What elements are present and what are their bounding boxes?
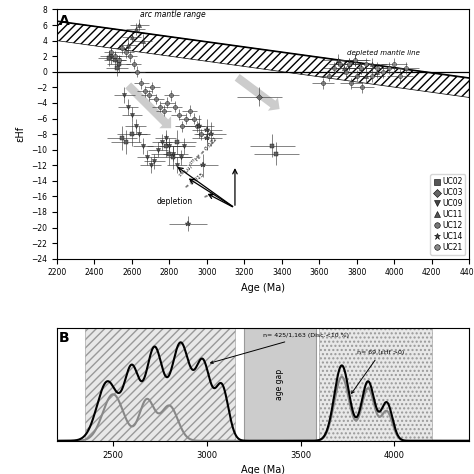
Bar bbox=[85, 328, 235, 441]
Text: n= 69 (εHf >0): n= 69 (εHf >0) bbox=[352, 350, 404, 393]
Text: arc mantle range: arc mantle range bbox=[140, 10, 206, 19]
X-axis label: Age (Ma): Age (Ma) bbox=[241, 283, 285, 293]
Text: depleted mantle line: depleted mantle line bbox=[347, 50, 420, 55]
Text: B: B bbox=[59, 331, 70, 345]
Legend: UC02, UC03, UC09, UC11, UC12, UC14, UC21: UC02, UC03, UC09, UC11, UC12, UC14, UC21 bbox=[430, 174, 465, 255]
Text: A: A bbox=[59, 15, 70, 28]
Text: $^{176}$Lu/$^{177}$Hf = 0.022: $^{176}$Lu/$^{177}$Hf = 0.022 bbox=[177, 134, 220, 181]
Text: = 0.015: = 0.015 bbox=[184, 172, 205, 190]
Text: = 0: = 0 bbox=[203, 191, 214, 200]
Text: n= 425/1,163 (Disc.<10 %): n= 425/1,163 (Disc.<10 %) bbox=[210, 333, 349, 364]
Bar bbox=[244, 328, 316, 441]
Text: age gap: age gap bbox=[275, 369, 284, 400]
Text: depletion: depletion bbox=[156, 197, 192, 206]
Polygon shape bbox=[57, 21, 469, 98]
Bar bbox=[319, 328, 432, 441]
X-axis label: Age (Ma): Age (Ma) bbox=[241, 465, 285, 474]
Y-axis label: εHf: εHf bbox=[16, 126, 26, 142]
